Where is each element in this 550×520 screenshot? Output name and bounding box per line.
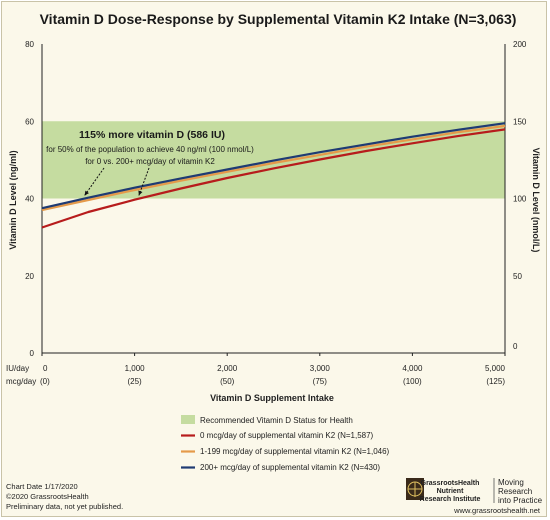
x-tick-mcg: (100)	[403, 377, 422, 386]
annotation: 115% more vitamin D (586 IU) for 50% of …	[46, 129, 254, 196]
x-tick-iu: 5,000	[485, 364, 506, 373]
x-axis-label: Vitamin D Supplement Intake	[210, 393, 334, 403]
annotation-headline: 115% more vitamin D (586 IU)	[79, 129, 225, 141]
x-tick-iu: 2,000	[217, 364, 238, 373]
x-row-label-mcg: mcg/day	[6, 377, 36, 386]
legend-label-band: Recommended Vitamin D Status for Health	[200, 416, 353, 425]
tagline-3: into Practice	[498, 496, 543, 505]
annotation-line2: for 0 vs. 200+ mcg/day of vitamin K2	[85, 157, 215, 166]
x-tick-iu: 1,000	[125, 364, 146, 373]
legend-swatch-band	[181, 415, 195, 424]
annotation-arrow-head	[138, 190, 143, 196]
logo-institute: Research Institute	[420, 496, 481, 503]
chart-title: Vitamin D Dose-Response by Supplemental …	[40, 11, 517, 27]
logo-nutrient: Nutrient	[437, 488, 465, 495]
x-tick-mcg: (25)	[127, 377, 142, 386]
tagline-1: Moving	[498, 478, 524, 487]
y-tick-left: 40	[25, 195, 34, 204]
x-tick-mcg: (75)	[313, 377, 328, 386]
y-tick-left: 80	[25, 40, 34, 49]
x-row-label-iu: IU/day	[6, 364, 29, 373]
chart-date: Chart Date 1/17/2020	[6, 482, 78, 491]
x-tick-iu: 4,000	[402, 364, 423, 373]
footer: Chart Date 1/17/2020 ©2020 GrassrootsHea…	[6, 478, 543, 515]
y-tick-right: 100	[513, 195, 527, 204]
x-tick-mcg: (125)	[486, 377, 505, 386]
legend-label-1: 1-199 mcg/day of supplemental vitamin K2…	[200, 447, 390, 456]
annotation-arrow-line	[138, 167, 150, 196]
ticks-layer: 0 20 40 60 80 0 50 100 150 200 0 (0) 1,000 (25) 2,000 (…	[25, 40, 527, 386]
annotation-arrows	[84, 167, 150, 196]
y-tick-right: 150	[513, 117, 527, 126]
annotation-arrow-head	[84, 190, 89, 196]
y-tick-right: 50	[513, 272, 522, 281]
y-tick-left: 20	[25, 272, 34, 281]
y-axis-label-left: Vitamin D Level (ng/ml)	[8, 150, 18, 249]
legend-label-0: 0 mcg/day of supplemental vitamin K2 (N=…	[200, 431, 374, 440]
x-tick-mcg: (0)	[40, 377, 50, 386]
y-tick-right: 0	[513, 342, 518, 351]
copyright: ©2020 GrassrootsHealth	[6, 492, 89, 501]
y-axis-label-right: Vitamin D Level (nmol/L)	[531, 148, 541, 253]
plot-area	[41, 44, 506, 354]
series-line-0	[41, 128, 506, 229]
grassroots-logo: GrassrootsHealth Nutrient Research Insti…	[406, 478, 543, 505]
preliminary-note: Preliminary data, not yet published.	[6, 502, 123, 511]
tagline-2: Research	[498, 487, 532, 496]
series-line-2	[41, 122, 506, 210]
annotation-line1: for 50% of the population to achieve 40 …	[46, 145, 254, 154]
y-tick-left: 60	[25, 117, 34, 126]
y-tick-left: 0	[30, 349, 35, 358]
series-layer	[41, 122, 506, 229]
legend: Recommended Vitamin D Status for Health 0…	[181, 415, 390, 472]
logo-name: GrassrootsHealth	[421, 480, 480, 487]
x-tick-iu: 3,000	[310, 364, 331, 373]
series-line-1	[41, 124, 506, 212]
x-tick-mcg: (50)	[220, 377, 235, 386]
legend-label-2: 200+ mcg/day of supplemental vitamin K2 …	[200, 463, 380, 472]
website: www.grassrootshealth.net	[453, 506, 541, 515]
x-tick-iu: 0	[43, 364, 48, 373]
annotation-arrow-line	[84, 167, 105, 196]
y-tick-right: 200	[513, 40, 527, 49]
